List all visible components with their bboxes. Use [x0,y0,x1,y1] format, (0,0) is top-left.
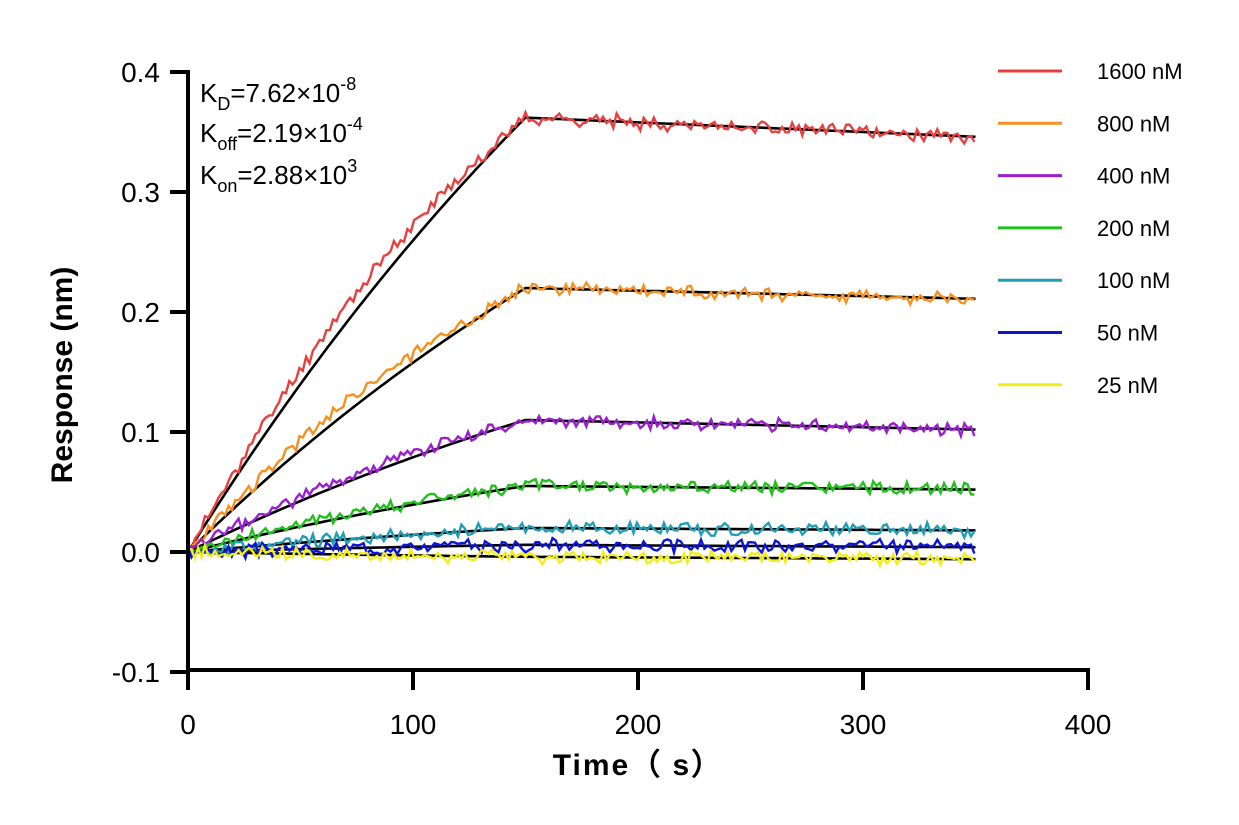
x-tick-label: 200 [615,709,662,740]
y-tick-label: -0.1 [112,657,160,688]
y-tick-label: 0.4 [121,57,160,88]
x-tick-label: 300 [840,709,887,740]
kinetic-constants: KD=7.62×10-8 Koff=2.19×10-4 Kon=2.88×103 [200,74,363,196]
kon-annotation: Kon=2.88×103 [200,156,357,196]
legend-label: 1600 nM [1097,59,1183,84]
legend: 1600 nM 800 nM 400 nM 200 nM 100 nM 50 nM 25 n… [998,59,1183,398]
legend-label: 100 nM [1097,268,1170,293]
series-line [187,477,975,554]
series-line [187,541,976,570]
series-line [187,412,976,549]
x-tick-label: 100 [390,709,437,740]
series-line [187,108,976,555]
koff-annotation: Koff=2.19×10-4 [200,114,363,154]
response-series [186,108,976,570]
y-tick-label: 0.2 [121,297,160,328]
fit-curve [187,526,976,554]
y-axis-title: Response (nm) [46,267,79,484]
legend-label: 400 nM [1097,164,1170,189]
series-line [186,536,976,562]
legend-label: 200 nM [1097,216,1170,241]
x-tick-label: 400 [1065,709,1112,740]
y-tick-label: 0.1 [121,417,160,448]
x-tick-label: 0 [180,709,196,740]
x-axis-title: Time（ s） [553,748,724,782]
series-line [187,280,975,548]
y-tick-label: 0.0 [121,537,160,568]
legend-label: 50 nM [1097,321,1158,346]
series-line [187,518,976,558]
y-tick-label: 0.3 [121,177,160,208]
axis-ticks: -0.1 0.0 0.1 0.2 0.3 0.4 0 100 200 300 400 [112,57,1112,740]
legend-label: 800 nM [1097,111,1170,136]
kd-annotation: KD=7.62×10-8 [200,74,356,114]
legend-label: 25 nM [1097,373,1158,398]
